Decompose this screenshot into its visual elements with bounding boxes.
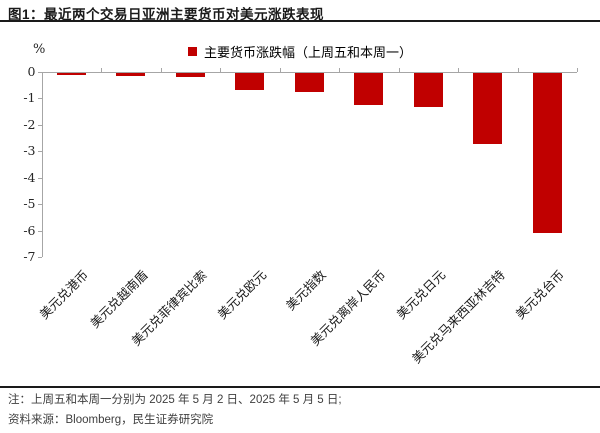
- x-axis-label: 美元兑日元: [393, 267, 448, 322]
- y-axis-tick: [37, 257, 42, 259]
- x-axis-label: 美元兑港币: [36, 267, 91, 322]
- y-tick-label: -3: [23, 143, 36, 159]
- bar: [235, 73, 265, 90]
- bar: [354, 73, 384, 105]
- y-axis-tick: [37, 230, 42, 232]
- y-axis-unit-label: %: [33, 42, 46, 57]
- legend-swatch-icon: [187, 47, 197, 56]
- x-axis-tick: [339, 67, 340, 72]
- y-axis-line: [41, 72, 43, 258]
- figure-source: 资料来源：Bloomberg，民生证券研究院: [8, 414, 214, 426]
- x-axis-tick: [220, 67, 221, 72]
- y-tick-label: -5: [23, 196, 36, 212]
- y-tick-label: -7: [23, 249, 36, 265]
- x-axis-tick: [160, 67, 162, 72]
- x-axis-tick: [101, 67, 102, 72]
- bar: [294, 73, 324, 93]
- x-axis-label: 美元兑欧元: [214, 267, 270, 322]
- bar: [175, 73, 205, 78]
- footer-rule: [0, 386, 600, 388]
- y-tick-label: 0: [27, 64, 36, 79]
- y-axis-tick: [37, 177, 42, 179]
- y-tick-label: -2: [23, 116, 36, 132]
- y-tick-label: -4: [23, 169, 36, 185]
- y-tick-label: -1: [23, 90, 36, 106]
- bar: [413, 73, 443, 108]
- x-axis-tick: [517, 67, 519, 72]
- y-axis-tick: [37, 72, 42, 73]
- y-tick-label: -6: [23, 222, 36, 238]
- legend-label: 主要货币涨跌幅（上周五和本周一）: [203, 46, 412, 61]
- x-axis-label: 美元兑台币: [512, 267, 567, 322]
- title-underline: [0, 20, 600, 22]
- x-axis-line: [41, 71, 577, 73]
- x-axis-label: 美元指数: [283, 267, 329, 314]
- chart-legend: 主要货币涨跌幅（上周五和本周一）: [0, 42, 600, 61]
- y-axis-tick: [37, 151, 42, 153]
- y-axis-tick: [37, 124, 42, 126]
- bar: [532, 73, 562, 234]
- x-axis-tick: [577, 67, 578, 72]
- figure-note: 注：上周五和本周一分别为 2025 年 5 月 2 日、2025 年 5 月 5…: [8, 394, 342, 406]
- y-axis-tick: [37, 98, 42, 100]
- bar: [116, 73, 146, 76]
- bar: [473, 73, 503, 144]
- y-axis-tick: [37, 204, 42, 206]
- x-axis-tick: [458, 67, 459, 72]
- x-axis-tick: [279, 67, 281, 72]
- bar: [56, 73, 86, 75]
- figure-title: 图1：最近两个交易日亚洲主要货币对美元涨跌表现: [8, 7, 325, 22]
- x-axis-tick: [398, 67, 400, 72]
